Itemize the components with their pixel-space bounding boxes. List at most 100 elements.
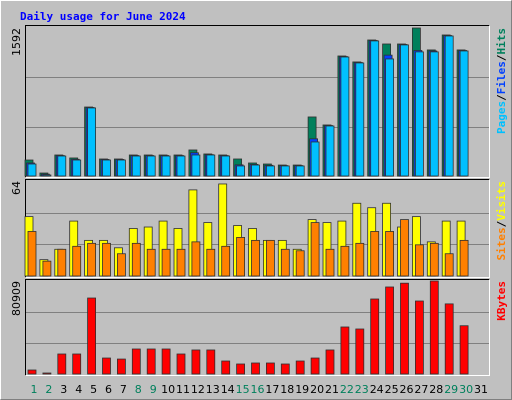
- bar: [414, 244, 424, 277]
- legend-separator: /: [495, 220, 508, 227]
- bar: [400, 282, 409, 375]
- bar: [42, 174, 52, 177]
- legend: KBytes: [495, 281, 508, 321]
- x-tick-label: 25: [385, 383, 399, 396]
- bar: [57, 248, 67, 277]
- x-tick-label: 18: [280, 383, 294, 396]
- bar: [280, 165, 290, 177]
- x-tick-label: 5: [90, 383, 97, 396]
- bar: [87, 297, 96, 375]
- bar: [340, 245, 350, 277]
- bar: [221, 155, 231, 177]
- legend-entry: Pages: [495, 101, 508, 134]
- bar: [444, 35, 454, 177]
- bar: [117, 253, 126, 277]
- bar: [385, 231, 395, 277]
- plot-border-light: [25, 179, 490, 278]
- x-tick-label: 6: [105, 383, 112, 396]
- bar: [385, 286, 395, 375]
- legend-entry: Visits: [495, 181, 508, 221]
- y-tick-label: 1592: [10, 28, 23, 56]
- x-tick-label: 12: [191, 383, 205, 396]
- bar: [280, 248, 290, 277]
- bar: [131, 242, 141, 277]
- bar: [176, 353, 186, 375]
- bar: [146, 155, 156, 177]
- bar: [72, 245, 82, 277]
- bar: [236, 165, 246, 177]
- bar: [295, 250, 305, 277]
- x-tick-label: 16: [251, 383, 265, 396]
- bar: [444, 303, 454, 375]
- bar: [146, 248, 156, 277]
- bar: [87, 242, 96, 277]
- x-tick-label: 20: [310, 383, 324, 396]
- bar: [206, 349, 216, 375]
- y-tick-label: 80909: [10, 281, 23, 316]
- bar: [117, 159, 126, 177]
- bar: [72, 353, 82, 375]
- bar: [236, 237, 246, 277]
- x-tick-label: 27: [414, 383, 428, 396]
- bar: [191, 154, 201, 177]
- bar: [400, 44, 409, 177]
- bar: [146, 348, 156, 375]
- bar: [370, 231, 380, 277]
- bar: [325, 125, 335, 177]
- bar: [340, 56, 350, 177]
- bar: [310, 357, 320, 375]
- bar: [295, 165, 305, 177]
- x-tick-label: 8: [135, 383, 142, 396]
- x-tick-label: 3: [60, 383, 67, 396]
- x-tick-label: 13: [206, 383, 220, 396]
- x-tick-label: 30: [459, 383, 473, 396]
- bar: [370, 40, 380, 177]
- x-tick-label: 31: [474, 383, 488, 396]
- bar: [251, 362, 260, 375]
- chart-title: Daily usage for June 2024: [20, 10, 186, 23]
- bar: [444, 253, 454, 277]
- x-tick-label: 23: [355, 383, 369, 396]
- bar: [27, 369, 37, 375]
- bar: [221, 360, 231, 375]
- bar: [251, 164, 260, 177]
- x-tick-label: 14: [221, 383, 235, 396]
- plot-border-light: [25, 279, 490, 376]
- bar: [355, 62, 365, 177]
- bar: [131, 155, 141, 177]
- legend: Sites/Visits: [495, 181, 508, 261]
- bar: [161, 348, 171, 375]
- x-tick-label: 17: [265, 383, 279, 396]
- bar: [429, 242, 439, 277]
- bar: [161, 155, 171, 177]
- x-tick-label: 24: [370, 383, 384, 396]
- bar: [236, 363, 246, 375]
- bar: [221, 245, 231, 277]
- bar: [400, 219, 409, 277]
- bar: [310, 222, 320, 277]
- x-tick-label: 4: [75, 383, 82, 396]
- bar: [206, 154, 216, 177]
- x-tick-label: 7: [120, 383, 127, 396]
- bar: [429, 280, 439, 375]
- bar: [414, 51, 424, 177]
- bar: [280, 363, 290, 375]
- legend-entry: Sites: [495, 227, 508, 260]
- plot-border-dark: [25, 25, 490, 178]
- x-tick-label: 19: [295, 383, 309, 396]
- x-tick-label: 26: [400, 383, 414, 396]
- legend-separator: /: [495, 54, 508, 61]
- bar: [176, 248, 186, 277]
- bar: [429, 51, 439, 177]
- plot-border-light: [25, 25, 490, 178]
- bar: [87, 107, 96, 177]
- bar: [251, 239, 260, 277]
- bar: [459, 325, 469, 375]
- bar: [27, 163, 37, 177]
- bar: [72, 159, 82, 177]
- plot-border-dark: [25, 279, 490, 376]
- x-tick-label: 21: [325, 383, 339, 396]
- legend-entry: Hits: [495, 28, 508, 55]
- bar: [191, 349, 201, 375]
- bar: [355, 328, 365, 375]
